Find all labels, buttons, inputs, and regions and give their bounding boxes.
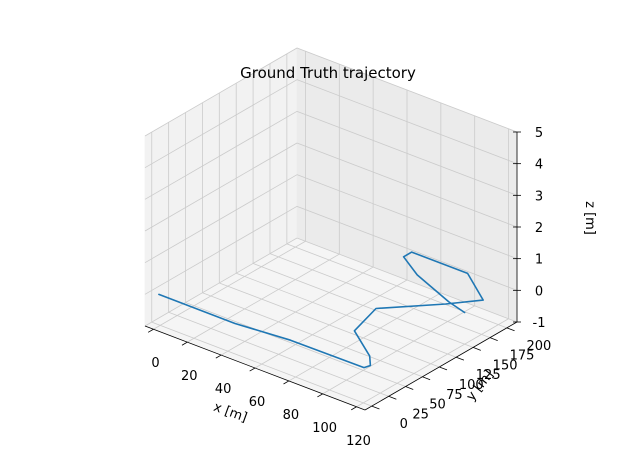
tick-labels: 0204060801001200255075100125150175200-10…	[151, 126, 551, 449]
grid-line-z-back	[296, 110, 518, 196]
y-tick	[489, 337, 498, 341]
grid-line-z-left	[144, 237, 298, 327]
x-tick-label: 20	[181, 369, 198, 384]
grid-line-z-back	[296, 79, 518, 165]
y-tick	[422, 376, 431, 381]
grid-line-x-floor	[153, 240, 306, 330]
grid-line-z-back	[296, 174, 518, 260]
x-tick-label: 60	[249, 395, 266, 410]
grid-line-z-back	[296, 47, 518, 133]
grid-line-x-floor	[288, 292, 442, 382]
series-line-trajectory	[158, 251, 485, 369]
z-tick-label: 3	[535, 189, 543, 204]
grid-line-z-left	[144, 174, 298, 264]
y-tick	[371, 405, 380, 410]
y-tick-label: 0	[400, 417, 408, 432]
grid-lines	[144, 47, 518, 408]
z-tick-label: 2	[535, 221, 543, 236]
z-tick-label: 4	[535, 158, 543, 173]
y-tick-label: 200	[526, 339, 551, 354]
y-tick	[439, 366, 448, 371]
x-tick	[181, 341, 188, 346]
z-tick-label: 1	[535, 253, 543, 268]
tick-marks	[147, 131, 521, 411]
grid-line-y-floor	[236, 272, 457, 358]
grid-line-z-left	[144, 142, 298, 232]
grid-line-y-floor	[286, 243, 508, 329]
y-tick-label: 125	[476, 368, 501, 383]
y-tick	[456, 356, 465, 361]
grid-line-y-floor	[202, 292, 423, 378]
x-tick	[351, 406, 357, 411]
grid-line-z-back	[296, 205, 518, 291]
grid-line-z-left	[144, 47, 298, 137]
x-tick-label: 40	[215, 382, 232, 397]
x-tick-label: 0	[151, 356, 159, 371]
grid-line-x-floor	[254, 279, 408, 369]
grid-line-y-floor	[185, 302, 406, 387]
grid-line-x-floor	[356, 318, 509, 408]
grid-line-y-floor	[151, 321, 372, 407]
y-tick	[506, 327, 515, 332]
y-tick-label: 75	[446, 388, 463, 403]
y-axis-line	[364, 321, 518, 411]
grid-line-y-floor	[252, 263, 474, 348]
series-layer	[158, 251, 485, 369]
x-tick-label: 100	[312, 421, 337, 436]
z-axis-label: z [m]	[582, 201, 597, 235]
y-tick	[388, 395, 397, 400]
y-tick-label: 100	[459, 378, 484, 393]
grid-line-z-back	[296, 237, 518, 323]
grid-line-x-floor	[322, 305, 475, 395]
x-tick-label: 80	[283, 408, 300, 423]
y-tick-label: 175	[510, 349, 535, 364]
x-tick-label: 120	[346, 434, 371, 449]
grid-line-z-left	[144, 110, 298, 200]
y-tick	[405, 386, 414, 390]
grid-line-z-back	[296, 142, 518, 228]
x-tick	[215, 354, 222, 359]
grid-line-y-floor	[269, 253, 491, 339]
y-tick-label: 150	[493, 358, 518, 373]
grid-line-z-left	[144, 205, 298, 295]
grid-line-z-left	[144, 79, 298, 169]
grid-line-y-floor	[168, 311, 389, 397]
grid-line-y-floor	[219, 282, 440, 368]
y-tick-label: 25	[412, 407, 429, 422]
grid-line-x-floor	[187, 253, 340, 343]
chart-title: Ground Truth trajectory	[240, 64, 416, 82]
x-tick	[317, 393, 323, 398]
x-tick	[283, 380, 290, 385]
x-tick	[147, 328, 154, 333]
y-tick	[472, 347, 481, 351]
y-tick-label: 50	[429, 398, 446, 413]
z-tick-label: 0	[535, 284, 543, 299]
z-tick-label: 5	[535, 126, 543, 141]
z-tick-label: -1	[533, 316, 546, 331]
grid-line-x-floor	[220, 266, 374, 356]
x-tick	[249, 367, 256, 372]
